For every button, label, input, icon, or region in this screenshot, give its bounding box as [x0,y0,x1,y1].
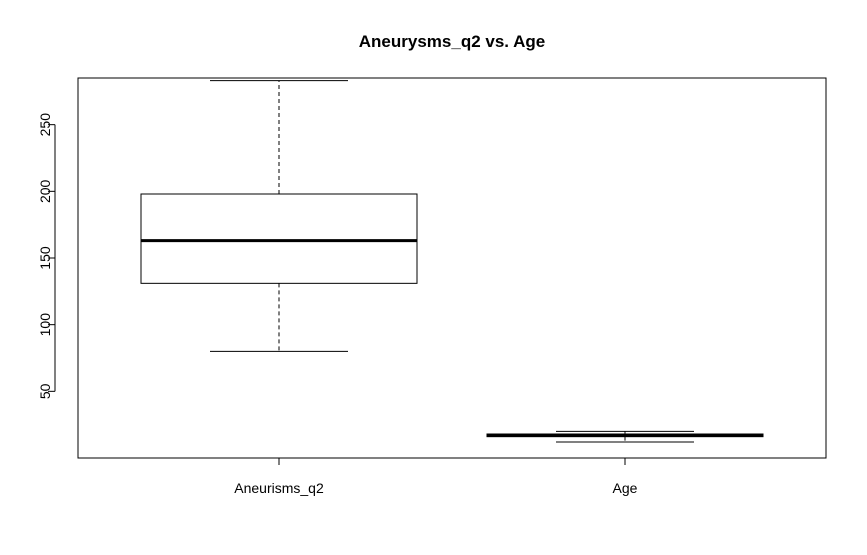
y-tick-label: 250 [37,113,53,137]
y-tick-label: 100 [37,313,53,337]
y-tick-label: 200 [37,179,53,203]
chart-title: Aneurysms_q2 vs. Age [359,32,545,51]
box-0 [140,80,418,352]
boxes [140,80,764,443]
x-tick-label: Aneurisms_q2 [234,480,324,496]
x-tick-label: Age [613,480,638,496]
box-iqr [140,193,418,284]
y-tick-label: 150 [37,246,53,270]
x-axis: Aneurisms_q2 Age [234,458,638,496]
box-1 [486,430,764,443]
y-tick-label: 50 [37,383,53,399]
plot-frame [77,77,827,459]
y-axis: 50 100 150 200 250 [37,113,56,399]
